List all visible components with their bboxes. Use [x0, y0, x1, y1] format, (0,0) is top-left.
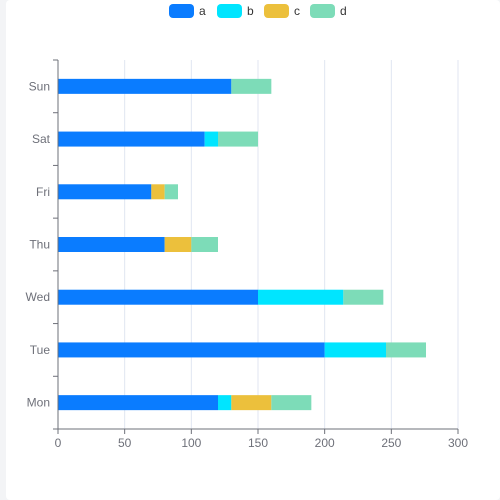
legend-swatch-c	[264, 4, 289, 18]
legend-label-d: d	[340, 4, 347, 18]
y-tick-label-mon: Mon	[27, 396, 50, 410]
bar-d-sat[interactable]	[218, 131, 258, 147]
bar-d-sun[interactable]	[231, 78, 272, 94]
y-tick-label-wed: Wed	[26, 290, 50, 304]
bar-a-thu[interactable]	[58, 237, 165, 252]
legend[interactable]: a b c d	[169, 4, 347, 18]
legend-item-c[interactable]: c	[264, 4, 300, 18]
x-tick-label-150: 150	[248, 436, 268, 450]
bar-d-mon[interactable]	[271, 395, 312, 411]
bar-b-wed[interactable]	[258, 289, 344, 305]
x-tick-label-200: 200	[315, 436, 335, 450]
x-tick-label-300: 300	[448, 436, 468, 450]
y-tick-label-thu: Thu	[29, 238, 50, 252]
legend-swatch-a	[169, 4, 194, 18]
bar-a-sat[interactable]	[58, 131, 205, 147]
bar-a-tue[interactable]	[58, 342, 325, 358]
x-tick-label-50: 50	[118, 436, 132, 450]
bar-d-wed[interactable]	[343, 289, 384, 305]
bar-d-thu[interactable]	[191, 237, 218, 252]
legend-label-c: c	[294, 4, 300, 18]
bar-b-tue[interactable]	[324, 342, 386, 358]
bar-a-sun[interactable]	[58, 78, 232, 94]
x-tick-label-0: 0	[55, 436, 62, 450]
y-tick-label-sun: Sun	[29, 79, 50, 93]
y-tick-label-tue: Tue	[30, 343, 51, 357]
legend-label-a: a	[199, 4, 206, 18]
legend-swatch-b	[217, 4, 242, 18]
bar-c-thu[interactable]	[164, 237, 192, 252]
bar-d-tue[interactable]	[386, 342, 426, 358]
axes: Mon Tue Wed Thu Fri Sat Sun 0 50 100 150 200 250 300	[26, 59, 468, 450]
y-tick-label-sat: Sat	[32, 132, 51, 146]
legend-item-a[interactable]: a	[169, 4, 206, 18]
bar-a-mon[interactable]	[58, 395, 218, 411]
bar-c-fri[interactable]	[151, 184, 165, 200]
legend-item-b[interactable]: b	[217, 4, 254, 18]
bar-b-sat[interactable]	[204, 131, 218, 147]
bar-a-wed[interactable]	[58, 289, 258, 305]
bar-c-mon[interactable]	[231, 395, 272, 411]
legend-label-b: b	[247, 4, 254, 18]
legend-item-d[interactable]: d	[310, 4, 347, 18]
bar-b-mon[interactable]	[218, 395, 232, 411]
legend-swatch-d	[310, 4, 335, 18]
bars	[58, 78, 426, 411]
bar-a-fri[interactable]	[58, 184, 152, 200]
bar-d-fri[interactable]	[164, 184, 178, 200]
x-tick-label-100: 100	[181, 436, 201, 450]
x-tick-label-250: 250	[381, 436, 401, 450]
y-tick-label-fri: Fri	[36, 185, 50, 199]
